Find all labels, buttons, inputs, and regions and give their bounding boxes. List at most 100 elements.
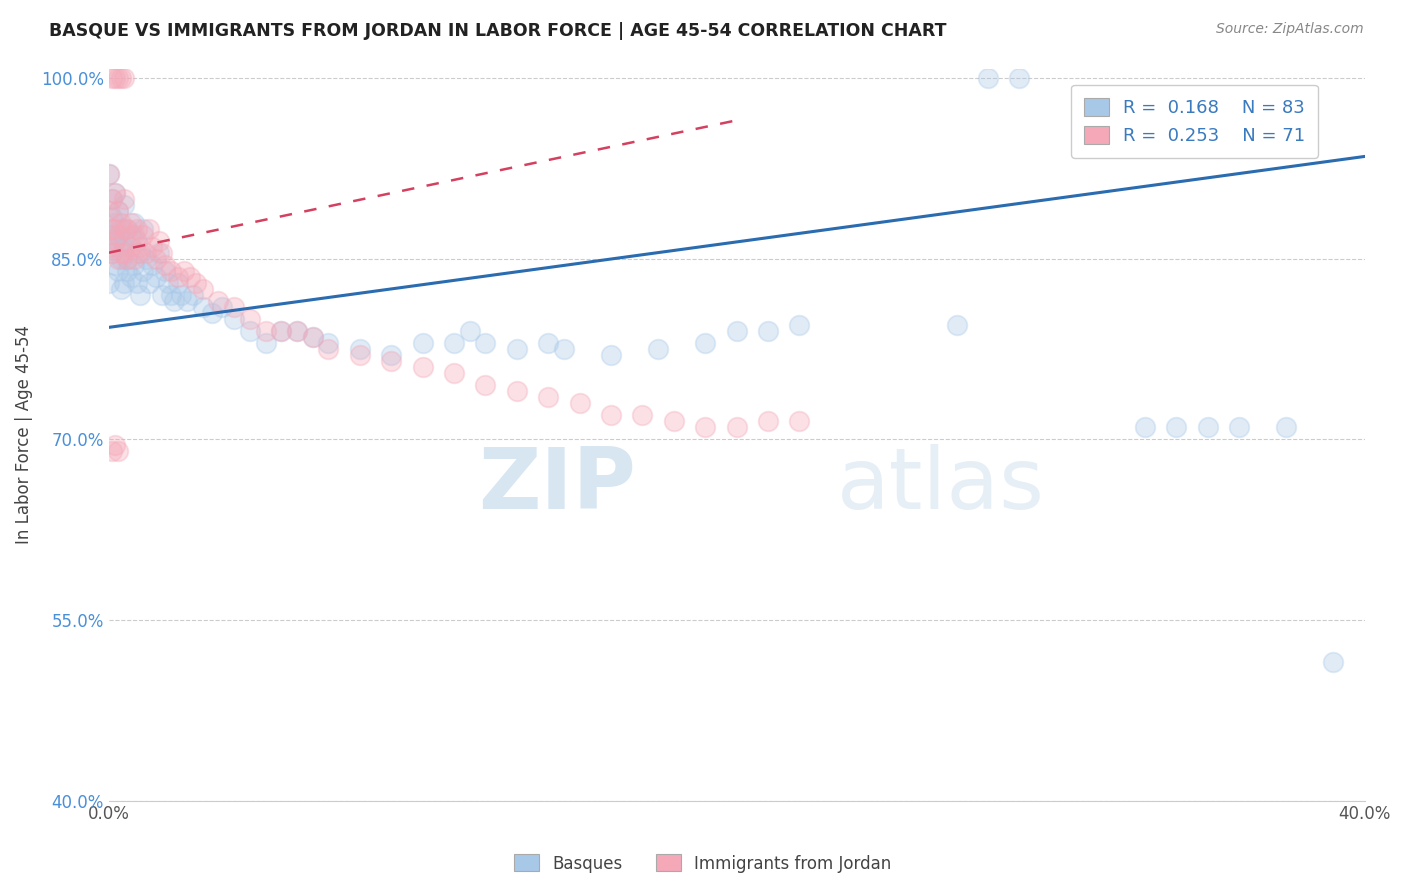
Point <box>301 330 323 344</box>
Point <box>97 240 120 254</box>
Point <box>97 168 120 182</box>
Point <box>285 324 308 338</box>
Point <box>112 234 135 248</box>
Point <box>104 234 127 248</box>
Point <box>474 378 496 392</box>
Point <box>725 324 748 338</box>
Point <box>318 336 340 351</box>
Point <box>318 342 340 356</box>
Point <box>97 221 120 235</box>
Point <box>443 366 465 380</box>
Point <box>412 336 434 351</box>
Point <box>725 420 748 434</box>
Point <box>117 252 139 266</box>
Point <box>122 258 145 272</box>
Point <box>179 269 201 284</box>
Point <box>695 420 717 434</box>
Point <box>112 197 135 211</box>
Point <box>224 300 246 314</box>
Point <box>107 252 129 266</box>
Point <box>104 438 127 452</box>
Point <box>600 409 623 423</box>
Point <box>1197 420 1219 434</box>
Point <box>145 252 167 266</box>
Point <box>224 312 246 326</box>
Point <box>145 269 167 284</box>
Point <box>285 324 308 338</box>
Point <box>186 276 208 290</box>
Point <box>125 276 148 290</box>
Point <box>1133 420 1156 434</box>
Point <box>537 390 560 404</box>
Point <box>117 221 139 235</box>
Point <box>120 240 142 254</box>
Point <box>104 216 127 230</box>
Point <box>568 396 591 410</box>
Point <box>166 269 188 284</box>
Point <box>107 203 129 218</box>
Point <box>474 336 496 351</box>
Point <box>129 240 152 254</box>
Point <box>110 71 132 86</box>
Point <box>170 288 193 302</box>
Point <box>977 71 1000 86</box>
Point <box>150 288 173 302</box>
Point <box>301 330 323 344</box>
Point <box>135 245 157 260</box>
Point <box>112 71 135 86</box>
Point <box>129 245 152 260</box>
Point <box>254 324 277 338</box>
Point <box>239 312 262 326</box>
Point <box>107 264 129 278</box>
Point <box>153 258 176 272</box>
Text: BASQUE VS IMMIGRANTS FROM JORDAN IN LABOR FORCE | AGE 45-54 CORRELATION CHART: BASQUE VS IMMIGRANTS FROM JORDAN IN LABO… <box>49 22 946 40</box>
Point <box>107 240 129 254</box>
Point <box>160 264 183 278</box>
Point <box>163 293 186 308</box>
Point <box>97 276 120 290</box>
Point <box>110 282 132 296</box>
Point <box>173 264 195 278</box>
Point <box>380 348 402 362</box>
Text: ZIP: ZIP <box>478 444 636 527</box>
Point <box>254 336 277 351</box>
Point <box>132 221 155 235</box>
Point <box>647 342 669 356</box>
Point <box>506 342 529 356</box>
Point <box>412 360 434 375</box>
Point <box>97 203 120 218</box>
Point <box>1166 420 1188 434</box>
Point <box>141 240 163 254</box>
Point <box>120 227 142 242</box>
Point <box>104 186 127 200</box>
Point <box>125 245 148 260</box>
Legend: R =  0.168    N = 83, R =  0.253    N = 71: R = 0.168 N = 83, R = 0.253 N = 71 <box>1071 85 1317 158</box>
Point <box>107 227 129 242</box>
Point <box>239 324 262 338</box>
Point <box>110 216 132 230</box>
Point <box>138 276 160 290</box>
Point <box>107 227 129 242</box>
Point <box>104 258 127 272</box>
Point <box>166 276 188 290</box>
Point <box>117 252 139 266</box>
Point <box>112 245 135 260</box>
Point <box>695 336 717 351</box>
Point <box>631 409 654 423</box>
Point <box>112 276 135 290</box>
Point <box>160 288 183 302</box>
Point <box>125 221 148 235</box>
Point <box>148 234 170 248</box>
Point <box>176 293 198 308</box>
Point <box>191 300 214 314</box>
Point <box>141 258 163 272</box>
Point <box>1008 71 1031 86</box>
Point <box>100 245 122 260</box>
Point <box>100 221 122 235</box>
Point <box>107 444 129 458</box>
Point <box>100 444 122 458</box>
Point <box>132 264 155 278</box>
Point <box>110 221 132 235</box>
Point <box>270 324 292 338</box>
Point <box>380 354 402 368</box>
